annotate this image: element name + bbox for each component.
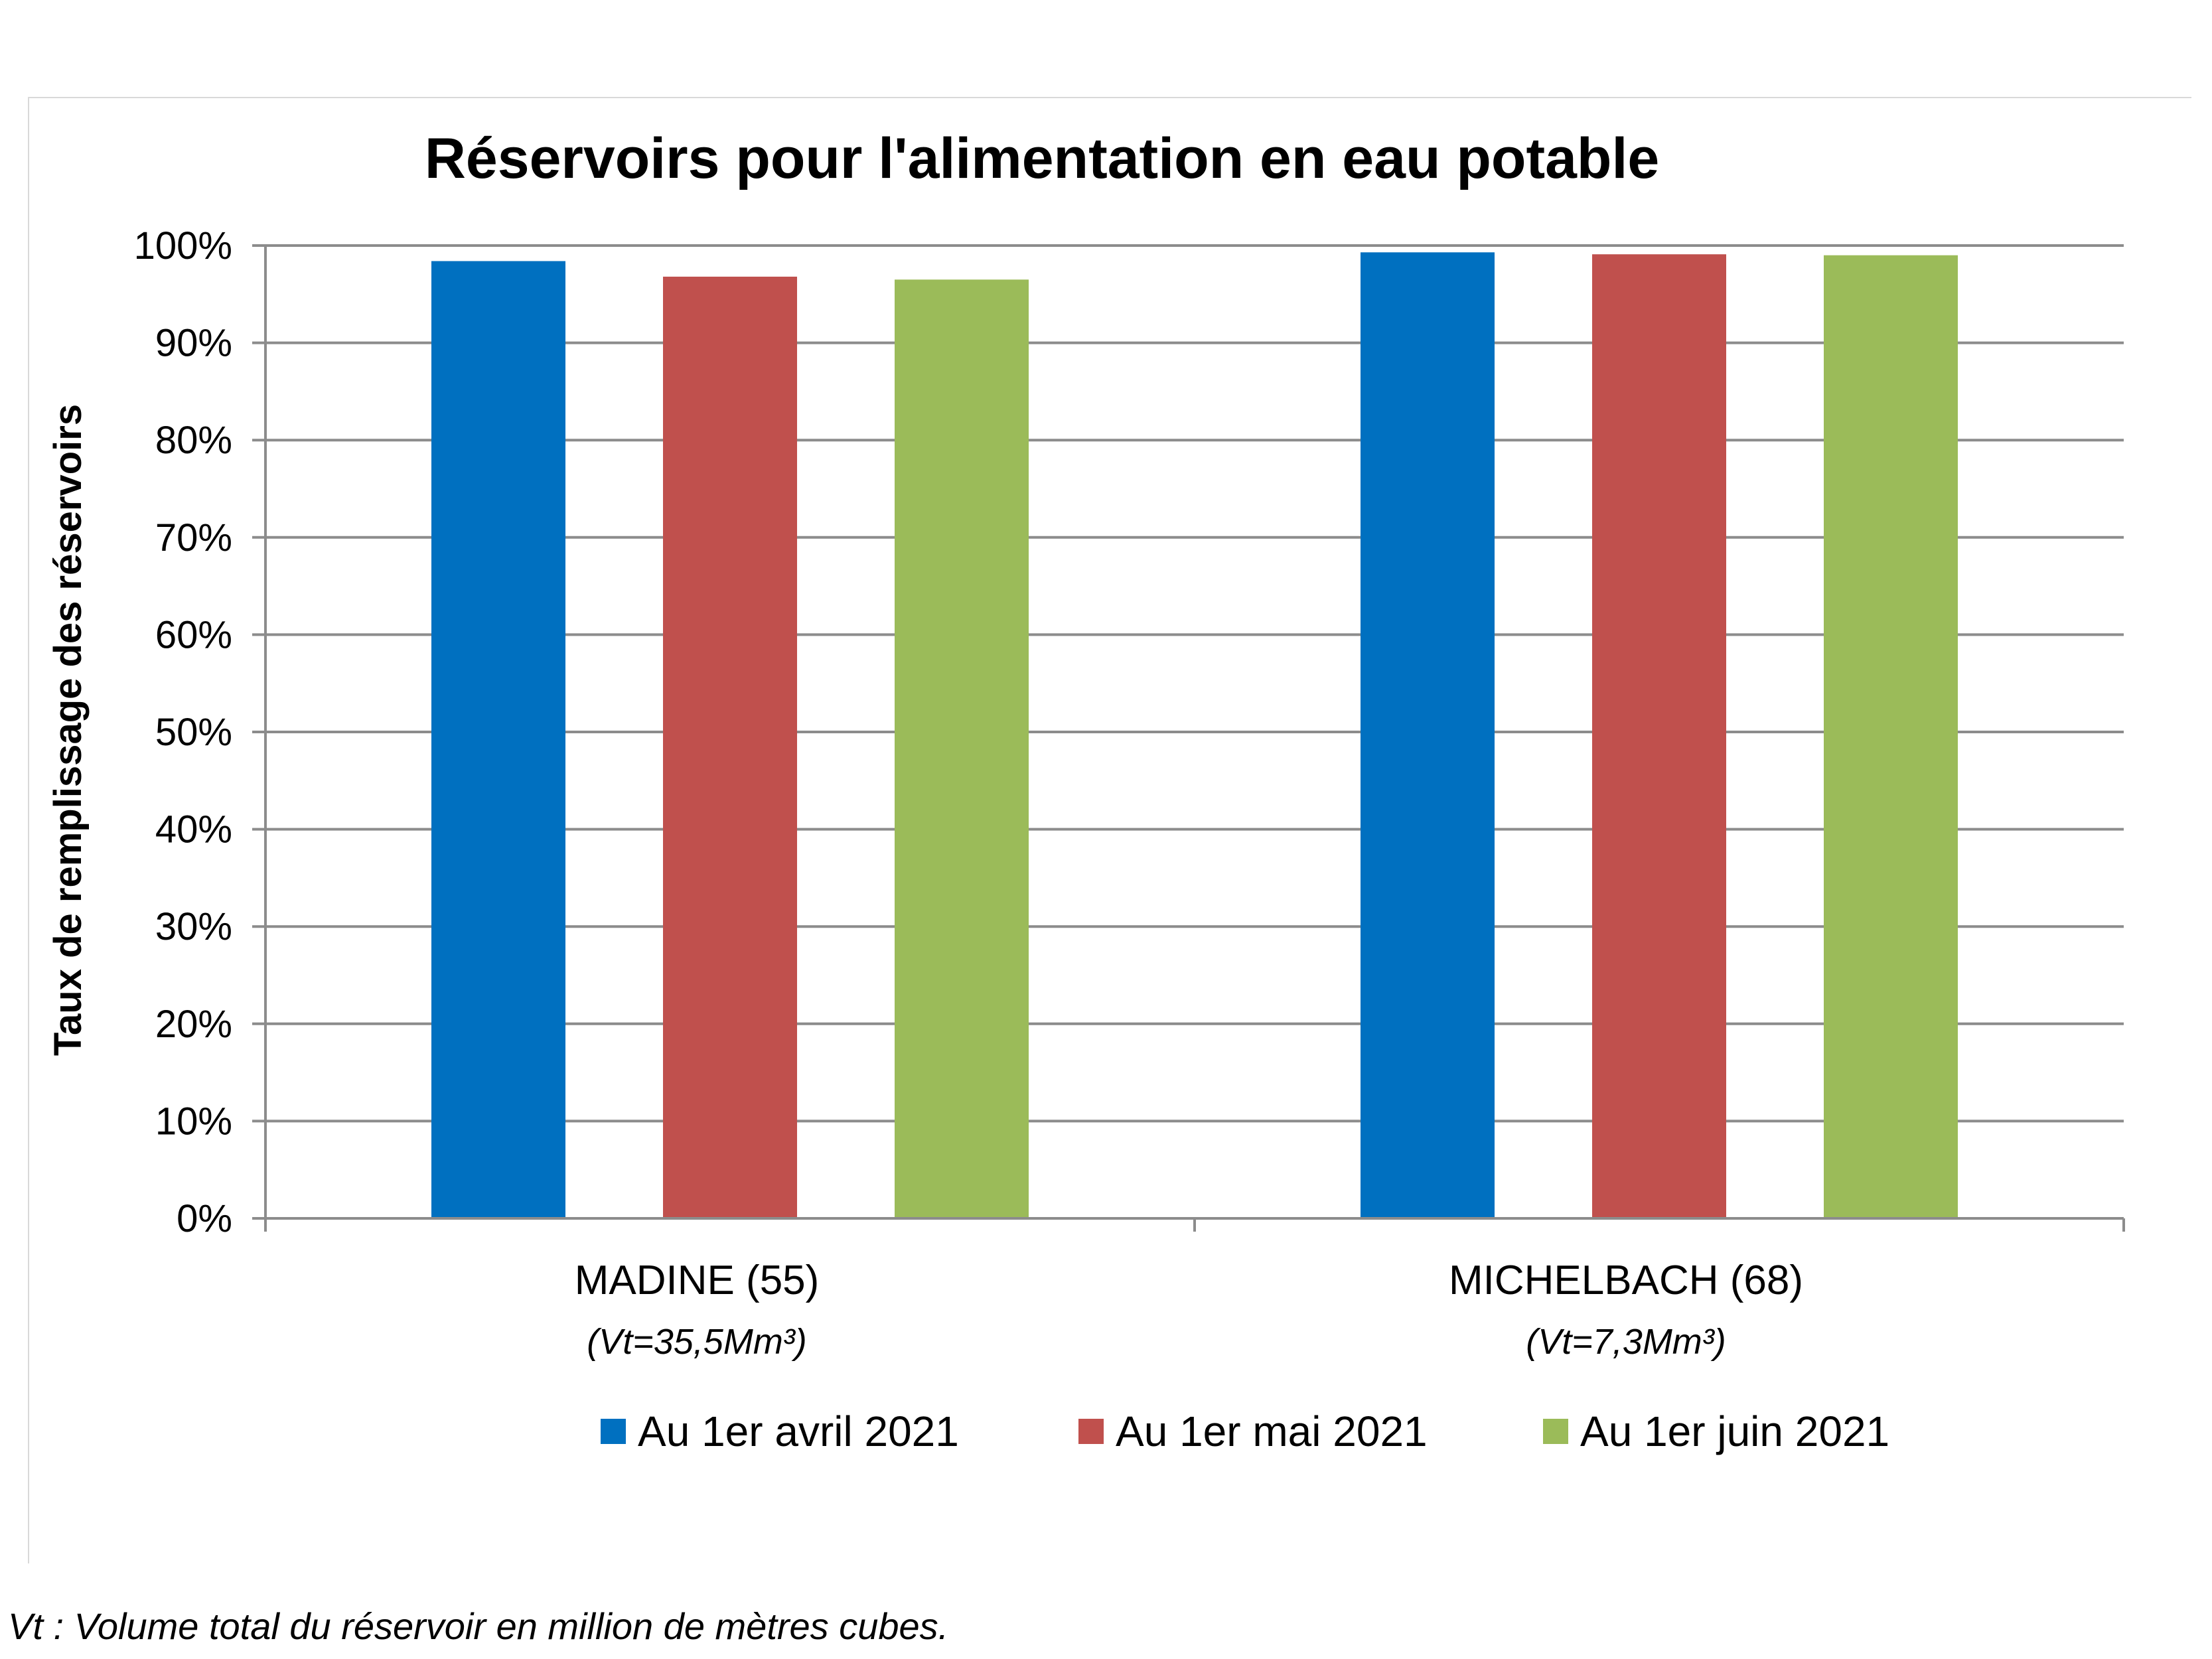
category-sublabel: (Vt=7,3Mm³) [1526, 1322, 1726, 1362]
legend-item: Au 1er juin 2021 [1543, 1407, 1889, 1456]
y-tick-label: 90% [155, 322, 232, 365]
legend-swatch [1543, 1419, 1568, 1444]
legend-label: Au 1er avril 2021 [638, 1407, 959, 1455]
chart-frame [28, 97, 2191, 1563]
y-tick-label: 100% [134, 224, 232, 267]
y-tick-label: 60% [155, 613, 232, 656]
gridlines [252, 244, 2124, 1123]
category-sublabel: (Vt=35,5Mm³) [587, 1322, 807, 1362]
y-tick-label: 20% [155, 1003, 232, 1046]
y-tick-label: 40% [155, 808, 232, 851]
legend-item: Au 1er avril 2021 [601, 1407, 959, 1456]
bar-2-1 [1361, 252, 1495, 1219]
axes: 0% 10% 20% 30% 40% 50% 60% 70% 80% 90% 100% [134, 224, 2125, 1240]
y-tick-label: 50% [155, 711, 232, 754]
legend-label: Au 1er mai 2021 [1116, 1407, 1428, 1455]
y-tick-label: 30% [155, 905, 232, 948]
category-label: MICHELBACH (68) [1449, 1258, 1803, 1303]
bar-2-2 [1592, 254, 1726, 1219]
y-tick-label: 10% [155, 1100, 232, 1143]
bar-2-3 [1824, 255, 1958, 1218]
y-tick-label: 80% [155, 419, 232, 462]
legend-swatch [601, 1419, 626, 1444]
y-tick-label: 70% [155, 516, 232, 559]
chart-title: Réservoirs pour l'alimentation en eau po… [425, 127, 1659, 190]
bar-1-2 [663, 276, 797, 1218]
bar-chart: Réservoirs pour l'alimentation en eau po… [46, 127, 2125, 1362]
bars [431, 252, 1958, 1219]
category-labels: MADINE (55) (Vt=35,5Mm³) MICHELBACH (68) (V… [575, 1258, 1803, 1362]
legend-item: Au 1er mai 2021 [1078, 1407, 1428, 1456]
y-axis-label: Taux de remplissage des réservoirs [46, 404, 90, 1056]
bar-1-1 [431, 261, 565, 1218]
category-label: MADINE (55) [575, 1258, 820, 1303]
bar-1-3 [895, 279, 1029, 1218]
legend-swatch [1078, 1419, 1104, 1444]
y-tick-label: 0% [177, 1197, 232, 1240]
footnote: Vt : Volume total du réservoir en millio… [8, 1605, 949, 1647]
legend-label: Au 1er juin 2021 [1580, 1407, 1890, 1455]
